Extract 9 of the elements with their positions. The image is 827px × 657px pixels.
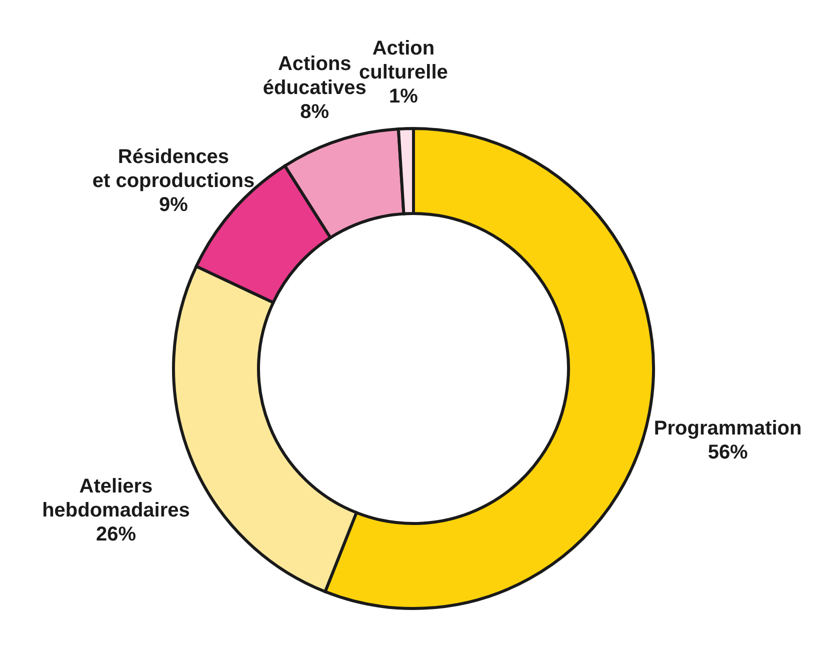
data-label: 26% <box>96 523 136 546</box>
data-label: 8% <box>300 101 330 124</box>
slice-label: Action culturelle <box>358 38 448 84</box>
data-label: 56% <box>708 441 748 464</box>
slice-label: Résidences et coproductions <box>92 146 255 192</box>
data-label: 1% <box>388 86 418 108</box>
data-label: 9% <box>159 194 188 216</box>
slice-label: Programmation <box>654 417 802 440</box>
slice-label: Ateliers hebdomadaires <box>42 475 190 522</box>
